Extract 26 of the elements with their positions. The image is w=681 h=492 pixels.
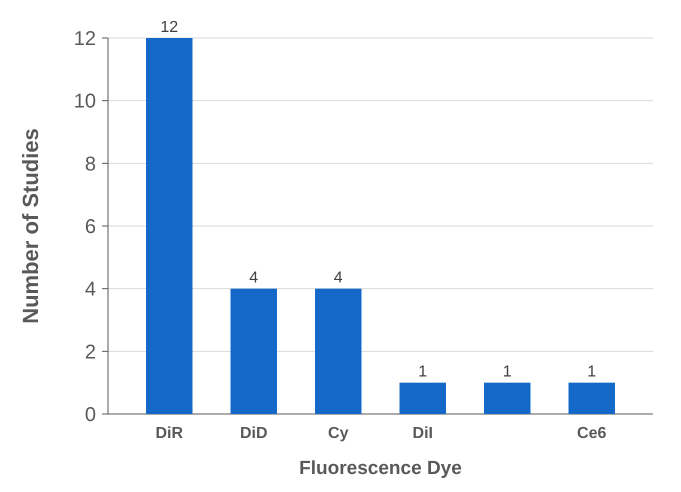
bar — [484, 382, 530, 414]
y-axis-title: Number of Studies — [18, 128, 43, 324]
data-label: 4 — [249, 270, 258, 287]
y-tick-label: 10 — [74, 90, 96, 113]
x-tick-label: DiR — [155, 425, 184, 442]
x-tick-label: DiI — [412, 425, 433, 442]
data-label: 12 — [160, 19, 178, 36]
x-tick-label: Ce6 — [577, 425, 607, 442]
y-tick-label: 8 — [84, 153, 96, 176]
data-label: 1 — [502, 364, 512, 381]
y-tick-label: 4 — [84, 278, 96, 301]
bar — [230, 288, 277, 414]
y-tick-label: 2 — [84, 341, 96, 364]
bar — [315, 288, 362, 414]
bar — [146, 38, 192, 414]
data-label: 1 — [418, 364, 428, 381]
data-label: 1 — [587, 364, 596, 381]
y-tick-label: 6 — [84, 216, 96, 238]
y-tick-label: 0 — [84, 404, 96, 426]
x-tick-label: Cy — [328, 425, 349, 442]
data-label: 4 — [334, 270, 343, 287]
bar — [400, 382, 446, 414]
x-axis-title: Fluorescence Dye — [299, 458, 462, 479]
bar — [568, 382, 615, 414]
y-tick-label: 12 — [74, 28, 96, 50]
x-tick-label: DiD — [240, 425, 268, 442]
